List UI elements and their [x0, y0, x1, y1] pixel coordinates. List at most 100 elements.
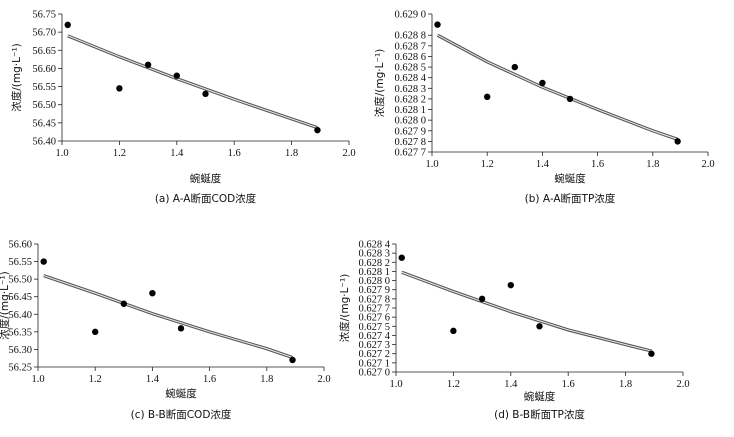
y-tick-label: 56.65 — [32, 46, 56, 57]
y-tick-label: 0.628 3 — [359, 249, 391, 260]
x-tick-label: 1.0 — [31, 374, 44, 385]
y-tick-label: 56.45 — [8, 292, 32, 303]
y-tick-label: 0.629 0 — [395, 10, 427, 21]
y-tick-label: 0.628 6 — [395, 52, 427, 63]
x-tick-label: 1.4 — [504, 379, 518, 390]
y-axis-label: 浓度/(mg·L⁻¹) — [0, 271, 11, 340]
x-axis-label: 蜿蜒度 — [524, 390, 556, 403]
data-point — [289, 356, 296, 364]
chart-panel-3: 1.0 1.2 1.4 1.6 1.8 2.00.627 00.627 10.627 20… — [338, 240, 690, 422]
x-tick-label: 1.4 — [536, 159, 550, 170]
y-tick-label: 0.627 0 — [359, 368, 391, 379]
data-point — [434, 21, 441, 28]
axis-frame — [431, 14, 708, 153]
y-tick-label: 0.627 5 — [359, 322, 391, 333]
data-point — [92, 328, 99, 336]
data-point — [566, 95, 574, 103]
x-tick-label: 1.8 — [260, 374, 273, 385]
y-tick-label: 0.627 4 — [359, 331, 391, 342]
x-tick-label: 2.0 — [676, 379, 689, 390]
y-tick-label: 0.628 4 — [395, 73, 427, 84]
fit-curve — [67, 34, 318, 130]
panel-caption: (d) B-B断面TP浓度 — [494, 408, 585, 421]
y-tick-label: 0.627 9 — [359, 285, 391, 296]
x-axis-label: 蜿蜒度 — [165, 387, 197, 400]
data-point — [314, 126, 321, 134]
y-tick-label: 56.75 — [32, 10, 56, 21]
fit-curve-highlight — [437, 34, 678, 140]
y-tick-label: 0.628 5 — [395, 63, 427, 74]
data-point — [536, 323, 543, 330]
data-point — [64, 21, 71, 29]
y-tick-label: 56.55 — [8, 257, 32, 268]
data-point — [511, 63, 518, 71]
y-axis-label: 浓度/(mg·L⁻¹) — [338, 274, 351, 343]
axis-frame — [395, 244, 683, 373]
x-tick-label: 1.6 — [562, 379, 575, 390]
x-axis-label: 蜿蜒度 — [190, 172, 222, 185]
chart-panel-2: 1.0 1.2 1.4 1.6 1.8 2.0 56.25 56.30 56.35 56.40 56… — [0, 240, 331, 422]
y-tick-label: 0.627 3 — [359, 340, 391, 351]
data-point — [149, 290, 156, 297]
x-tick-label: 1.6 — [203, 374, 216, 385]
y-tick-label: 0.627 8 — [359, 294, 391, 305]
y-tick-label: 0.628 1 — [395, 105, 427, 116]
x-tick-label: 1.0 — [55, 148, 68, 159]
y-tick-label: 0.627 8 — [395, 137, 427, 148]
y-axis-label: 浓度/(mg·L⁻¹) — [10, 43, 23, 112]
x-tick-label: 1.6 — [228, 148, 241, 159]
y-tick-label: 0.628 4 — [359, 240, 391, 251]
y-tick-label: 56.25 — [8, 363, 32, 374]
x-tick-label: 1.8 — [619, 379, 632, 390]
data-point — [116, 85, 123, 92]
y-tick-label: 56.50 — [8, 275, 32, 286]
data-point — [539, 79, 546, 87]
x-tick-label: 1.2 — [481, 159, 494, 170]
y-tick-label: 0.627 6 — [359, 313, 391, 324]
panel-caption: (a) A-A断面COD浓度 — [155, 192, 257, 205]
fit-curve-highlight — [67, 35, 318, 129]
y-tick-label: 0.628 1 — [359, 267, 391, 278]
data-point — [177, 325, 185, 332]
x-axis-label: 蜿蜒度 — [554, 172, 586, 185]
y-tick-label: 0.627 7 — [395, 148, 427, 159]
data-point — [484, 93, 491, 101]
y-tick-label: 56.40 — [8, 310, 32, 321]
y-tick-label: 56.70 — [32, 28, 56, 39]
data-point — [450, 327, 457, 335]
x-tick-label: 1.0 — [389, 379, 402, 390]
data-point — [173, 72, 180, 79]
y-tick-label: 0.627 7 — [359, 304, 391, 315]
data-point — [202, 90, 209, 98]
x-tick-label: 1.4 — [146, 374, 160, 385]
y-tick-label: 0.628 2 — [395, 94, 427, 105]
x-tick-label: 1.4 — [170, 148, 184, 159]
x-tick-label: 1.8 — [646, 159, 659, 170]
data-point — [507, 281, 514, 289]
y-tick-label: 56.60 — [8, 240, 32, 251]
data-point — [648, 350, 655, 357]
axis-frame — [61, 14, 349, 142]
y-tick-label: 0.628 8 — [395, 31, 427, 42]
x-tick-label: 1.0 — [425, 159, 438, 170]
fit-curve-highlight — [401, 271, 652, 352]
chart-panel-1: 1.0 1.2 1.4 1.6 1.8 2.00.627 70.627 80.627 90… — [373, 10, 715, 206]
y-tick-label: 56.35 — [8, 327, 32, 338]
data-point — [120, 300, 128, 307]
x-tick-label: 1.2 — [447, 379, 460, 390]
y-tick-label: 56.30 — [8, 345, 32, 356]
y-tick-label: 0.628 3 — [395, 84, 427, 95]
fit-curve — [401, 270, 652, 353]
y-tick-label: 56.45 — [32, 118, 56, 129]
x-tick-label: 1.6 — [591, 159, 604, 170]
x-tick-label: 2.0 — [317, 374, 330, 385]
data-point — [40, 258, 47, 265]
y-tick-label: 56.60 — [32, 64, 56, 75]
y-axis-label: 浓度/(mg·L⁻¹) — [373, 49, 386, 118]
x-tick-label: 1.2 — [89, 374, 102, 385]
data-point — [398, 254, 405, 261]
data-point — [144, 61, 152, 68]
x-tick-label: 1.8 — [285, 148, 298, 159]
panel-caption: (b) A-A断面TP浓度 — [525, 192, 616, 205]
